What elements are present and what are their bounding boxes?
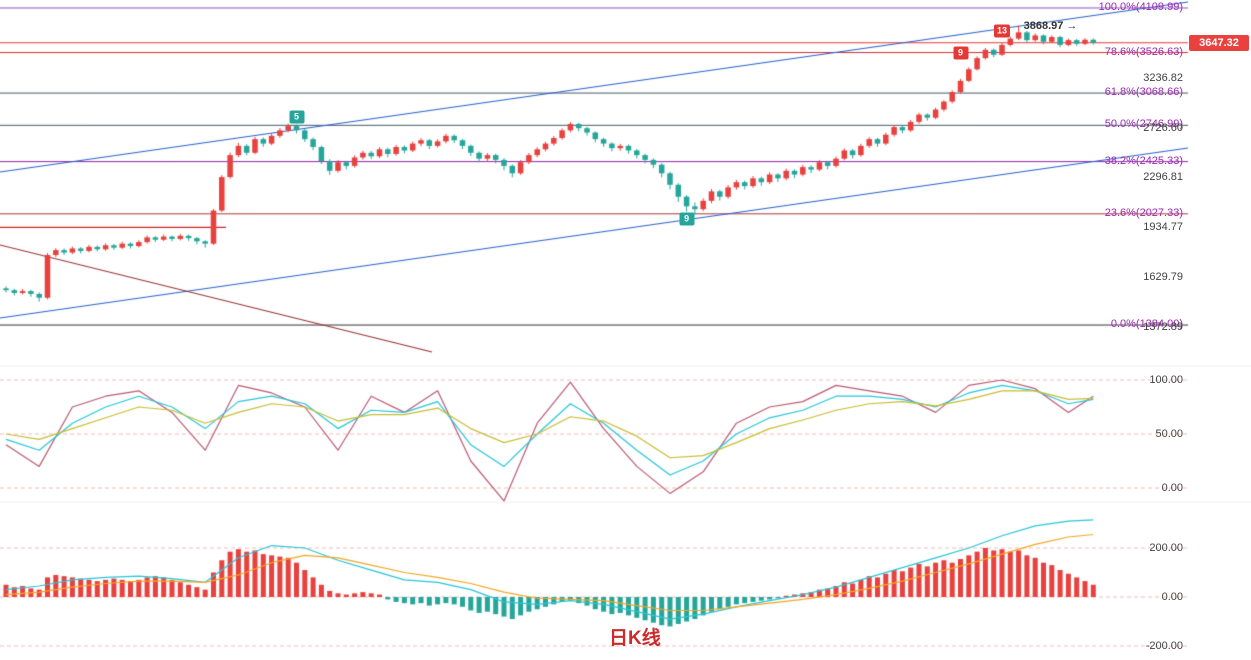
kline-chart-app: 100.0%(4109.99) 78.6%(3526.63) 61.8%(3068.… [0, 0, 1251, 660]
chart-canvas[interactable] [0, 0, 1251, 660]
